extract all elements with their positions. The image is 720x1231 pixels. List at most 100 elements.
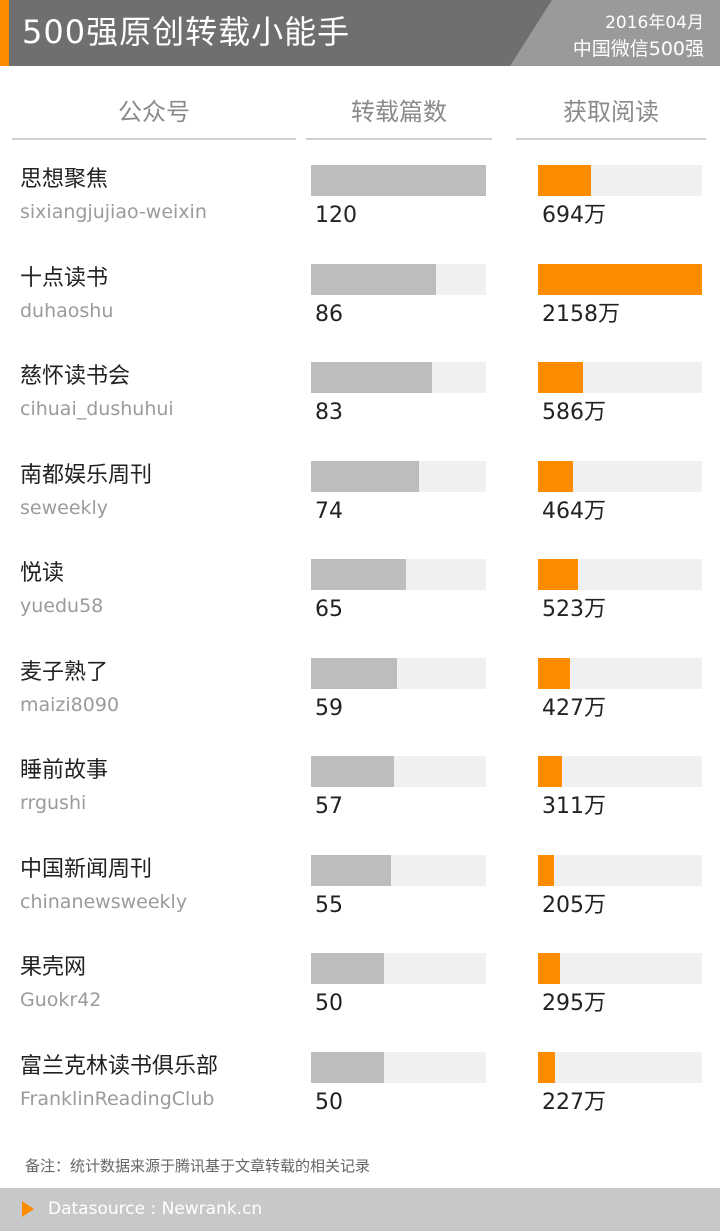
- reposts-value: 74: [315, 499, 343, 524]
- table-row: 悦读 yuedu58 65 523万: [0, 559, 720, 658]
- table-row: 中国新闻周刊 chinanewsweekly 55 205万: [0, 855, 720, 954]
- reads-bar: [538, 461, 573, 492]
- account-id: rrgushi: [20, 792, 87, 814]
- reads-bar-track: [538, 658, 702, 689]
- table-row: 果壳网 Guokr42 50 295万: [0, 953, 720, 1052]
- reads-bar-track: [538, 461, 702, 492]
- reposts-bar-track: [311, 461, 486, 492]
- reads-bar: [538, 559, 578, 590]
- column-header-reposts: 转载篇数: [351, 98, 447, 126]
- account-id: cihuai_dushuhui: [20, 398, 174, 420]
- header-accent-stripe: [0, 0, 9, 66]
- reads-value: 464万: [542, 499, 606, 524]
- reposts-bar-track: [311, 855, 486, 886]
- reposts-value: 65: [315, 597, 343, 622]
- account-name: 十点读书: [20, 266, 109, 291]
- reposts-bar-track: [311, 756, 486, 787]
- play-triangle-icon: [22, 1201, 34, 1217]
- table-row: 十点读书 duhaoshu 86 2158万: [0, 264, 720, 363]
- reads-value: 694万: [542, 203, 606, 228]
- reposts-bar: [311, 165, 486, 196]
- page-title: 500强原创转载小能手: [22, 13, 351, 51]
- reads-bar: [538, 264, 702, 295]
- reads-value: 227万: [542, 1090, 606, 1115]
- account-name: 思想聚焦: [20, 167, 109, 192]
- reposts-bar-track: [311, 1052, 486, 1083]
- account-id: sixiangjujiao-weixin: [20, 201, 207, 223]
- reads-value: 311万: [542, 794, 606, 819]
- account-id: Guokr42: [20, 989, 102, 1011]
- column-header-account: 公众号: [118, 98, 190, 126]
- reposts-bar-track: [311, 658, 486, 689]
- reads-bar: [538, 756, 562, 787]
- account-name: 悦读: [20, 561, 65, 586]
- reposts-bar: [311, 658, 397, 689]
- reposts-bar: [311, 362, 432, 393]
- reads-bar: [538, 165, 591, 196]
- account-id: maizi8090: [20, 694, 120, 716]
- reads-bar: [538, 362, 583, 393]
- reposts-value: 120: [315, 203, 357, 228]
- reposts-value: 50: [315, 1090, 343, 1115]
- reads-value: 205万: [542, 893, 606, 918]
- reads-value: 523万: [542, 597, 606, 622]
- reposts-bar: [311, 1052, 384, 1083]
- reposts-bar: [311, 461, 419, 492]
- footnote: 备注：统计数据来源于腾讯基于文章转载的相关记录: [25, 1157, 371, 1175]
- reposts-value: 59: [315, 696, 343, 721]
- account-id: yuedu58: [20, 595, 104, 617]
- reposts-bar-track: [311, 264, 486, 295]
- reposts-bar-track: [311, 362, 486, 393]
- footer-bar: Datasource : Newrank.cn: [0, 1188, 720, 1231]
- reads-bar-track: [538, 756, 702, 787]
- table-row: 睡前故事 rrgushi 57 311万: [0, 756, 720, 855]
- column-rule-reposts: [306, 138, 492, 140]
- account-id: seweekly: [20, 497, 109, 519]
- account-id: FranklinReadingClub: [20, 1088, 215, 1110]
- reads-value: 586万: [542, 400, 606, 425]
- header-subtitle: 中国微信500强: [572, 38, 704, 60]
- account-name: 麦子熟了: [20, 660, 109, 685]
- reads-bar-track: [538, 165, 702, 196]
- reads-bar-track: [538, 953, 702, 984]
- reads-value: 427万: [542, 696, 606, 721]
- header-banner: 500强原创转载小能手 2016年04月 中国微信500强: [0, 0, 720, 66]
- reposts-bar-track: [311, 953, 486, 984]
- table-row: 富兰克林读书俱乐部 FranklinReadingClub 50 227万: [0, 1052, 720, 1151]
- reposts-bar: [311, 559, 406, 590]
- reposts-bar: [311, 264, 436, 295]
- reads-value: 295万: [542, 991, 606, 1016]
- account-name: 富兰克林读书俱乐部: [20, 1054, 219, 1079]
- table-row: 麦子熟了 maizi8090 59 427万: [0, 658, 720, 757]
- column-rule-reads: [516, 138, 706, 140]
- header-date-panel: [510, 0, 720, 66]
- reads-bar: [538, 1052, 555, 1083]
- reads-bar: [538, 855, 554, 886]
- reposts-value: 86: [315, 302, 343, 327]
- account-id: chinanewsweekly: [20, 891, 188, 913]
- reposts-bar: [311, 756, 394, 787]
- reads-bar-track: [538, 362, 702, 393]
- reposts-bar: [311, 855, 391, 886]
- reads-bar-track: [538, 855, 702, 886]
- account-name: 慈怀读书会: [20, 364, 131, 389]
- account-id: duhaoshu: [20, 300, 114, 322]
- reposts-bar-track: [311, 165, 486, 196]
- reads-bar-track: [538, 1052, 702, 1083]
- reposts-value: 83: [315, 400, 343, 425]
- datasource-label: Datasource : Newrank.cn: [48, 1199, 263, 1219]
- account-name: 果壳网: [20, 955, 87, 980]
- table-row: 慈怀读书会 cihuai_dushuhui 83 586万: [0, 362, 720, 461]
- reposts-value: 50: [315, 991, 343, 1016]
- reposts-value: 57: [315, 794, 343, 819]
- reads-bar: [538, 658, 570, 689]
- account-name: 睡前故事: [20, 758, 109, 783]
- reposts-bar-track: [311, 559, 486, 590]
- account-name: 南都娱乐周刊: [20, 463, 153, 488]
- reads-bar-track: [538, 559, 702, 590]
- reads-bar-track: [538, 264, 702, 295]
- reads-bar: [538, 953, 560, 984]
- header-date: 2016年04月: [605, 13, 704, 33]
- column-rule-account: [12, 138, 296, 140]
- account-name: 中国新闻周刊: [20, 857, 153, 882]
